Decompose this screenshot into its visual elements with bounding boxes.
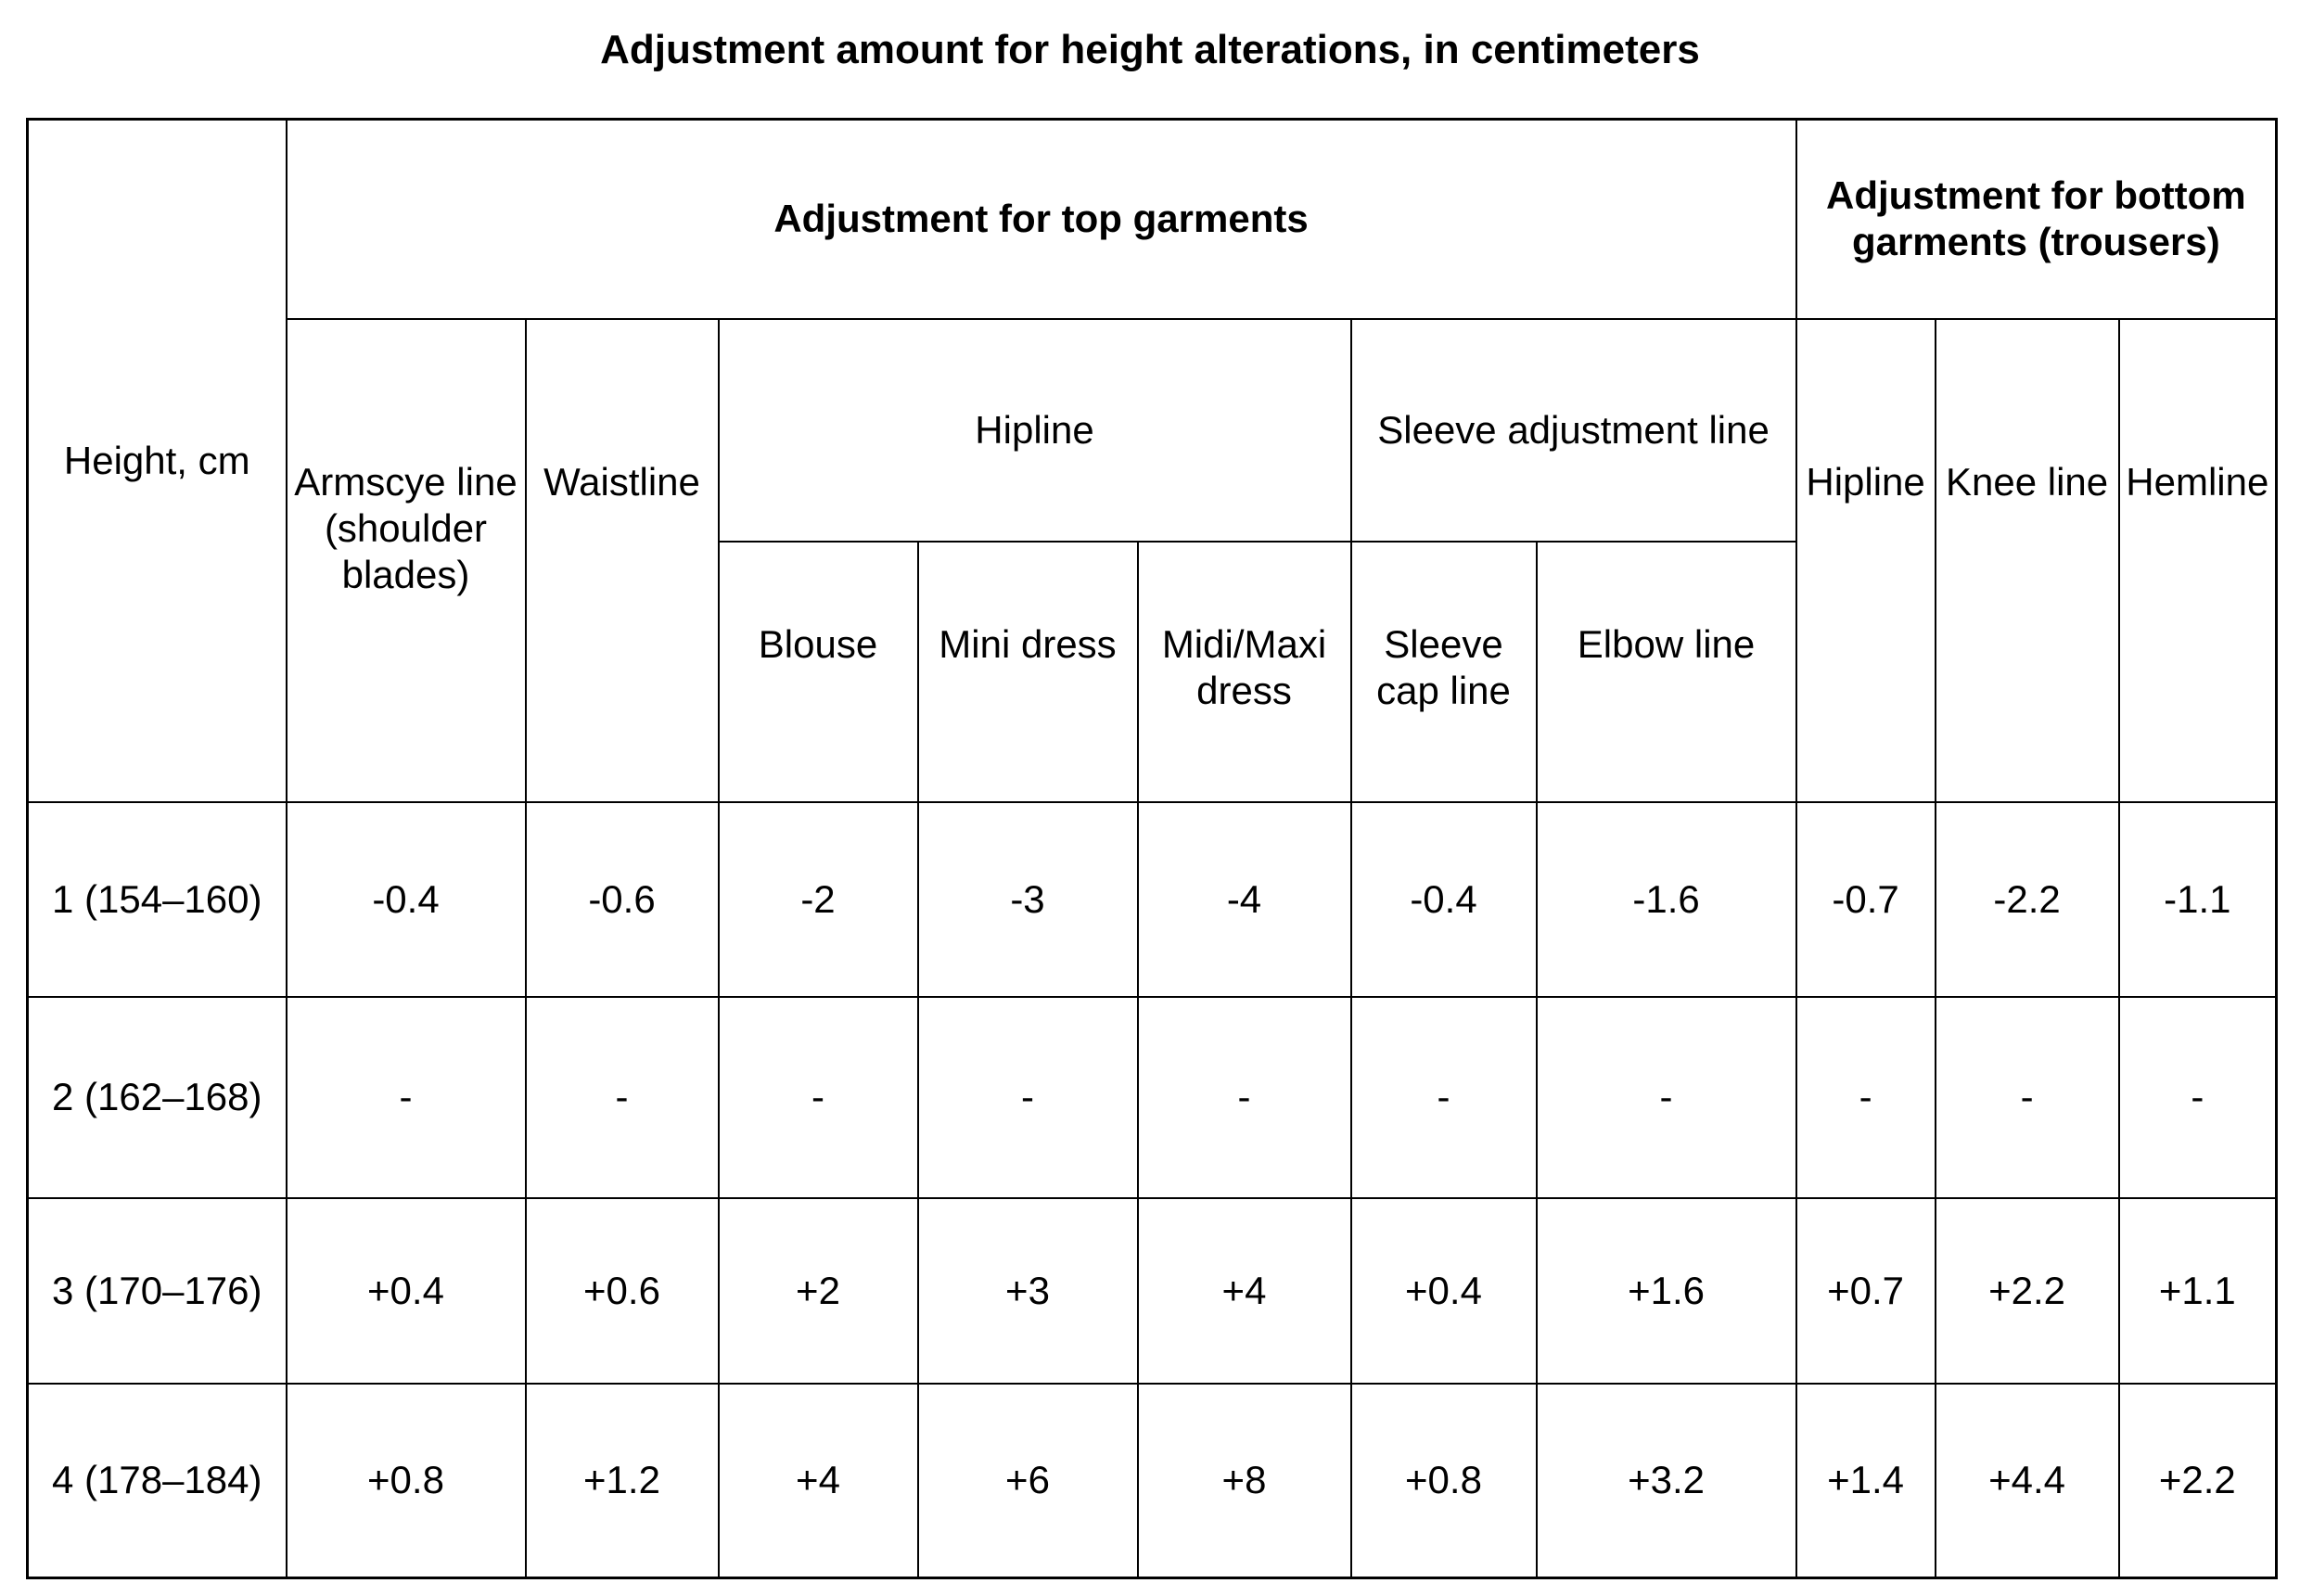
cell-r2-armscye: - [285,995,527,1199]
cell-r3-sleeve-cap-line: +0.4 [1349,1196,1538,1385]
header-hipline-group: Hipline [717,317,1352,543]
cell-r1-hemline: -1.1 [2117,800,2278,998]
cell-r3-blouse: +2 [717,1196,919,1385]
header-midi-maxi-dress: Midi/Maxi dress [1136,540,1352,803]
row-label-3: 3 (170–176) [26,1196,288,1385]
header-group-bottom-garments: Adjustment for bottom garments (trousers… [1795,118,2278,320]
cell-r1-mini-dress: -3 [916,800,1139,998]
cell-r3-midi-maxi-dress: +4 [1136,1196,1352,1385]
cell-r2-midi-maxi-dress: - [1136,995,1352,1199]
cell-r4-armscye: +0.8 [285,1382,527,1579]
page-title: Adjustment amount for height alterations… [600,27,1700,72]
row-label-4: 4 (178–184) [26,1382,288,1579]
header-blouse: Blouse [717,540,919,803]
cell-r1-blouse: -2 [717,800,919,998]
cell-r2-mini-dress: - [916,995,1139,1199]
header-row-groups: Height, cm Adjustment for top garments A… [26,118,2278,803]
row-label-2: 2 (162–168) [26,995,288,1199]
header-sleeve-adjustment-group: Sleeve adjustment line [1349,317,1797,543]
cell-r1-hipline-bottom: -0.7 [1795,800,1936,998]
cell-r1-knee-line: -2.2 [1934,800,2120,998]
cell-r4-sleeve-cap-line: +0.8 [1349,1382,1538,1579]
header-height-cm: Height, cm [26,118,288,803]
header-armscye-line: Armscye line (shoulder blades) [285,317,527,803]
header-row-garment-types: Blouse Mini dress Midi/Maxi dress Sleeve… [28,540,2277,803]
cell-r2-hipline-bottom: - [1795,995,1936,1199]
table-row: 2 (162–168) - - - - - - - - - - [26,995,2278,1199]
adjustment-table: Height, cm Adjustment for top garments A… [26,118,2279,1579]
cell-r2-hemline: - [2117,995,2278,1199]
header-waistline: Waistline [524,317,720,803]
cell-r1-armscye: -0.4 [285,800,527,998]
header-elbow-line: Elbow line [1535,540,1797,803]
header-knee-line: Knee line [1934,317,2120,803]
cell-r2-waistline: - [524,995,720,1199]
cell-r3-mini-dress: +3 [916,1196,1139,1385]
header-row-lines: Armscye line (shoulder blades) Waistline… [28,317,2278,803]
cell-r2-blouse: - [717,995,919,1199]
cell-r3-hipline-bottom: +0.7 [1795,1196,1936,1385]
cell-r4-hipline-bottom: +1.4 [1795,1382,1936,1579]
cell-r3-elbow-line: +1.6 [1535,1196,1797,1385]
table-row: 3 (170–176) +0.4 +0.6 +2 +3 +4 +0.4 +1.6… [26,1196,2278,1385]
cell-r4-hemline: +2.2 [2117,1382,2278,1579]
cell-r2-knee-line: - [1934,995,2120,1199]
cell-r1-midi-maxi-dress: -4 [1136,800,1352,998]
cell-r4-waistline: +1.2 [524,1382,720,1579]
cell-r2-elbow-line: - [1535,995,1797,1199]
table-row: 1 (154–160) -0.4 -0.6 -2 -3 -4 -0.4 -1.6… [26,800,2278,998]
cell-r1-sleeve-cap-line: -0.4 [1349,800,1538,998]
cell-r3-waistline: +0.6 [524,1196,720,1385]
cell-r4-blouse: +4 [717,1382,919,1579]
cell-r2-sleeve-cap-line: - [1349,995,1538,1199]
header-mini-dress: Mini dress [916,540,1139,803]
cell-r4-elbow-line: +3.2 [1535,1382,1797,1579]
header-group-top-garments: Adjustment for top garments [285,118,1797,320]
header-sleeve-cap-line: Sleeve cap line [1349,540,1538,803]
header-hipline-bottom: Hipline [1795,317,1936,803]
header-hemline: Hemline [2117,317,2278,803]
cell-r4-midi-maxi-dress: +8 [1136,1382,1352,1579]
cell-r1-waistline: -0.6 [524,800,720,998]
table-row: 4 (178–184) +0.8 +1.2 +4 +6 +8 +0.8 +3.2… [26,1382,2278,1579]
cell-r4-mini-dress: +6 [916,1382,1139,1579]
cell-r3-hemline: +1.1 [2117,1196,2278,1385]
cell-r3-armscye: +0.4 [285,1196,527,1385]
cell-r4-knee-line: +4.4 [1934,1382,2120,1579]
row-label-1: 1 (154–160) [26,800,288,998]
cell-r1-elbow-line: -1.6 [1535,800,1797,998]
cell-r3-knee-line: +2.2 [1934,1196,2120,1385]
